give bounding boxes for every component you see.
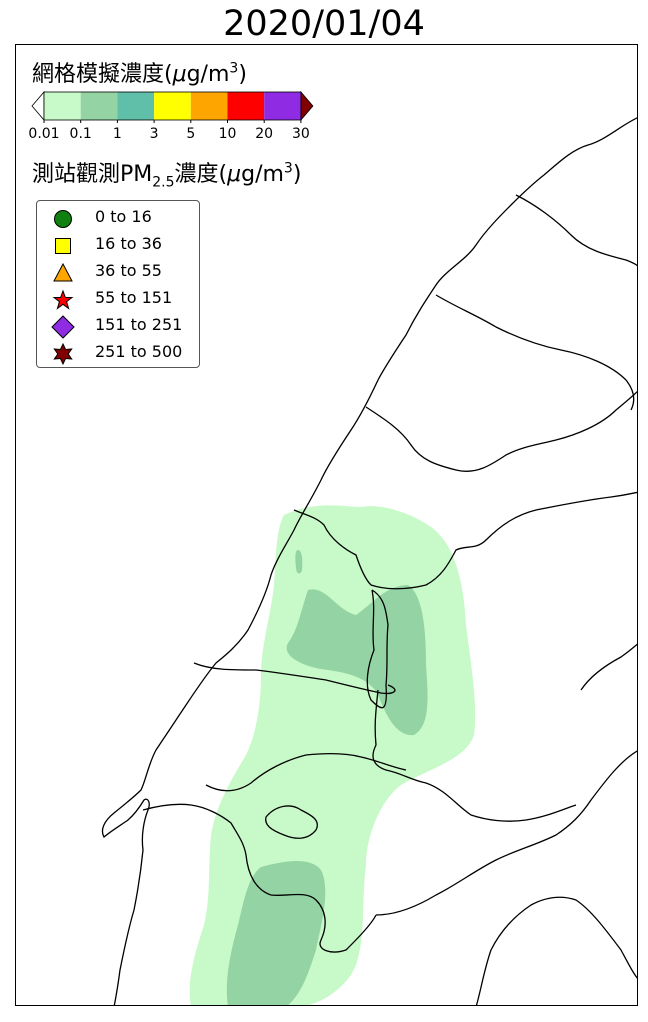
colorbar-title: 網格模擬濃度(μg/m3) [32,56,247,88]
station-title-mu: μ [227,162,242,187]
concentration-spot [295,550,303,574]
concentration-band-mid-south [226,861,326,1005]
map-canvas [101,117,637,1005]
colorbar-title-sup: 3 [229,60,239,77]
county-boundary [366,589,389,709]
county-boundary [372,689,577,822]
colorbar-segment [117,92,155,120]
colorbar-segment [154,92,191,120]
colorbar [31,90,314,123]
colorbar-tick-label: 30 [291,126,310,142]
circle-marker [54,210,72,228]
station-title-sub: 2.5 [152,174,175,191]
legend-item: 55 to 151 [37,286,201,310]
concentration-band-mid-north [286,585,428,736]
county-boundary [193,662,396,695]
station-legend-title: 測站觀測PM2.5濃度(μg/m3) [32,156,302,191]
county-boundary [515,194,637,267]
colorbar-segment [264,92,301,120]
station-title-sup: 3 [283,160,293,177]
hexstar-marker [53,342,73,366]
county-boundary [142,803,377,953]
legend-label: 151 to 251 [95,315,183,334]
station-title-text: 測站觀測PM [32,162,153,187]
county-boundary [265,805,318,839]
colorbar-outline [43,91,302,121]
colorbar-tick-label: 20 [255,126,274,142]
colorbar-segment [44,92,81,120]
station-title-close: ) [292,162,302,187]
colorbar-tick-label: 5 [186,126,196,142]
legend-label: 0 to 16 [95,207,152,226]
diamond-marker [51,315,75,339]
county-boundary [293,491,637,590]
county-boundary [435,294,635,411]
colorbar-title-text: 網格模擬濃度( [32,62,173,87]
colorbar-title-unit: g/m [186,62,230,87]
legend-label: 251 to 500 [95,342,183,361]
legend-item: 16 to 36 [37,232,201,256]
legend-item: 0 to 16 [37,205,201,229]
colorbar-title-mu: μ [172,62,187,87]
colorbar-tick-label: 1 [112,126,122,142]
station-title-mid: 濃度( [174,162,228,187]
legend-label: 36 to 55 [95,261,162,280]
page-title: 2020/01/04 [223,4,425,44]
colorbar-title-close: ) [238,62,247,87]
colorbar-segment [190,92,228,120]
colorbar-tick-label: 0.1 [69,126,92,142]
colorbar-segment [80,92,118,120]
legend-item: 251 to 500 [37,340,201,366]
county-boundary [205,753,407,792]
colorbar-tick-label: 3 [149,126,159,142]
county-boundary [365,391,637,472]
colorbar-tick-label: 0.01 [28,126,60,142]
county-boundary [475,896,637,1005]
legend-label: 55 to 151 [95,288,173,307]
county-boundary [580,643,637,691]
square-marker [55,238,71,254]
star-marker [52,289,74,310]
triangle-marker [53,262,73,282]
station-legend: 0 to 16 16 to 36 36 to 55 55 to 151 151 to 2… [36,200,200,368]
station-title-unit: g/m [241,162,284,187]
colorbar-tick-label: 10 [218,126,237,142]
legend-label: 16 to 36 [95,234,162,253]
colorbar-under-extend [31,90,45,122]
colorbar-over-extend [300,90,314,122]
legend-item: 36 to 55 [37,259,201,283]
colorbar-segment [227,92,265,120]
county-boundary [375,750,637,916]
legend-item: 151 to 251 [37,313,201,339]
